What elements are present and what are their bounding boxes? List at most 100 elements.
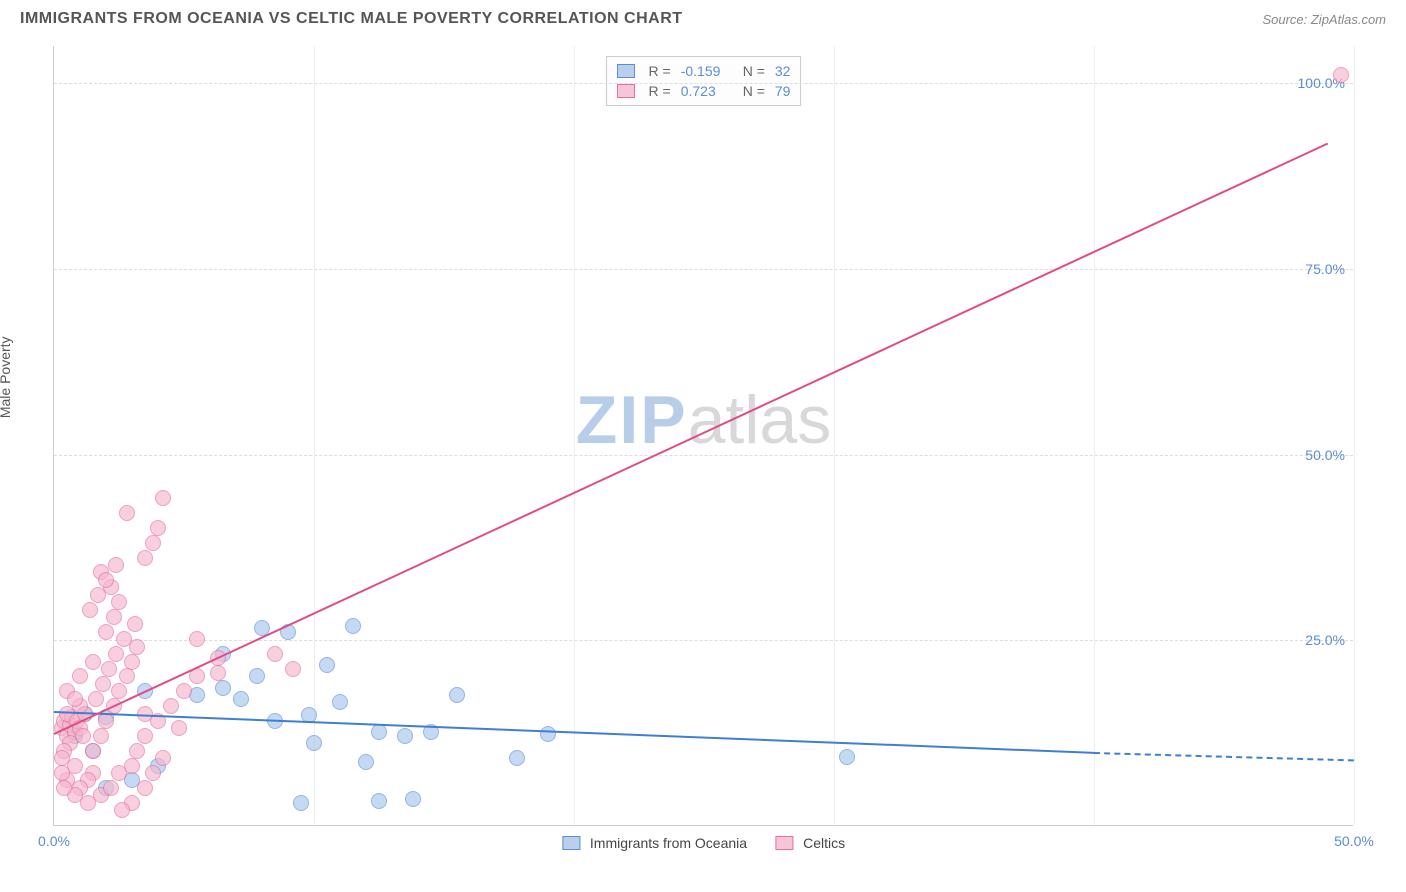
legend-bottom-swatch-0 [562,836,580,850]
data-point [163,698,179,714]
y-tick-label: 75.0% [1305,261,1345,277]
scatter-plot: ZIPatlas R = -0.159 N = 32 R = 0.723 N =… [53,46,1353,826]
data-point [171,720,187,736]
data-point [54,765,70,781]
data-point [124,654,140,670]
gridline-v [1094,46,1095,825]
data-point [293,795,309,811]
data-point [101,661,117,677]
data-point [124,758,140,774]
data-point [332,694,348,710]
series-legend: Immigrants from Oceania Celtics [562,835,845,851]
data-point [72,668,88,684]
data-point [358,754,374,770]
data-point [137,550,153,566]
data-point [88,691,104,707]
data-point [285,661,301,677]
data-point [233,691,249,707]
data-point [85,743,101,759]
n-label-1: N = [743,83,765,99]
legend-item-0: Immigrants from Oceania [562,835,747,851]
gridline-v [834,46,835,825]
data-point [145,535,161,551]
data-point [103,780,119,796]
data-point [155,490,171,506]
data-point [371,724,387,740]
y-tick-label: 50.0% [1305,447,1345,463]
trend-line [54,143,1329,735]
trend-line-dashed [1094,752,1354,761]
r-value-1: 0.723 [681,83,733,99]
data-point [114,802,130,818]
legend-bottom-label-0: Immigrants from Oceania [590,835,747,851]
data-point [145,765,161,781]
data-point [319,657,335,673]
n-value-1: 79 [775,83,791,99]
data-point [127,616,143,632]
data-point [189,631,205,647]
r-label-0: R = [649,63,671,79]
data-point [98,624,114,640]
source-attribution: Source: ZipAtlas.com [1262,12,1386,27]
gridline-h [54,455,1353,456]
x-tick-label: 0.0% [38,833,70,849]
data-point [405,791,421,807]
data-point [509,750,525,766]
watermark: ZIPatlas [576,381,831,459]
legend-bottom-swatch-1 [775,836,793,850]
legend-bottom-label-1: Celtics [803,835,845,851]
chart-title: IMMIGRANTS FROM OCEANIA VS CELTIC MALE P… [20,10,683,28]
data-point [1333,67,1349,83]
data-point [839,749,855,765]
data-point [215,680,231,696]
gridline-h [54,269,1353,270]
data-point [249,668,265,684]
data-point [108,557,124,573]
data-point [67,691,83,707]
data-point [90,587,106,603]
data-point [155,750,171,766]
chart-area: Male Poverty ZIPatlas R = -0.159 N = 32 … [13,36,1393,866]
legend-swatch-1 [617,84,635,98]
data-point [137,780,153,796]
data-point [371,793,387,809]
data-point [106,609,122,625]
data-point [129,743,145,759]
data-point [95,676,111,692]
gridline-v [1354,46,1355,825]
data-point [108,646,124,662]
data-point [82,602,98,618]
gridline-v [574,46,575,825]
data-point [306,735,322,751]
data-point [85,654,101,670]
correlation-legend: R = -0.159 N = 32 R = 0.723 N = 79 [606,56,802,106]
n-value-0: 32 [775,63,791,79]
legend-row-0: R = -0.159 N = 32 [617,61,791,81]
data-point [540,726,556,742]
watermark-atlas: atlas [688,382,832,458]
data-point [119,505,135,521]
data-point [116,631,132,647]
data-point [150,520,166,536]
data-point [93,728,109,744]
legend-swatch-0 [617,64,635,78]
data-point [137,728,153,744]
data-point [98,572,114,588]
data-point [449,687,465,703]
data-point [176,683,192,699]
legend-item-1: Celtics [775,835,845,851]
n-label-0: N = [743,63,765,79]
x-tick-label: 50.0% [1334,833,1374,849]
r-value-0: -0.159 [681,63,733,79]
data-point [98,713,114,729]
gridline-h [54,83,1353,84]
data-point [119,668,135,684]
y-tick-label: 25.0% [1305,632,1345,648]
y-axis-label: Male Poverty [0,336,13,418]
data-point [345,618,361,634]
r-label-1: R = [649,83,671,99]
data-point [397,728,413,744]
data-point [56,780,72,796]
data-point [267,646,283,662]
data-point [210,665,226,681]
